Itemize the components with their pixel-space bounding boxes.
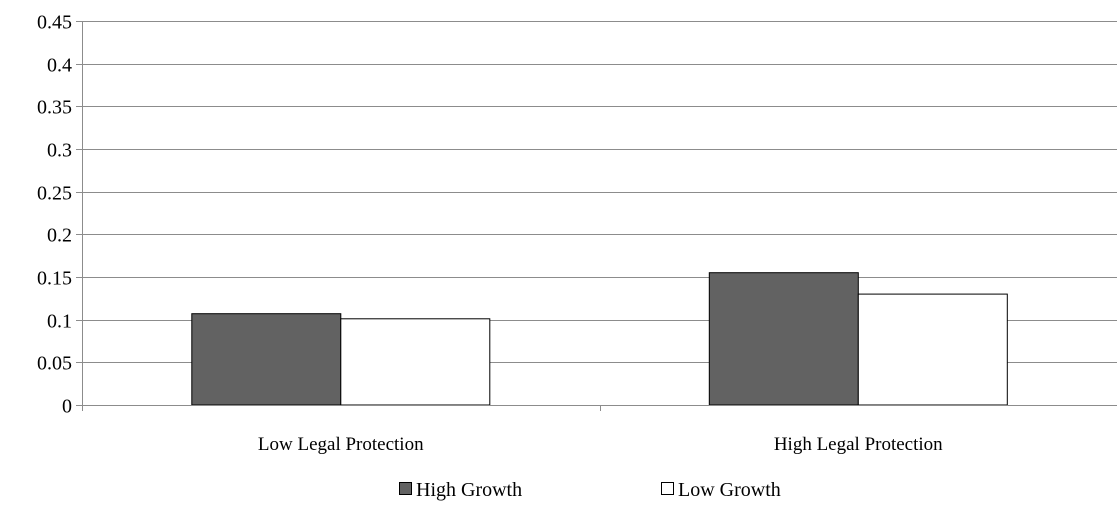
y-tick-label: 0.3 <box>47 140 72 162</box>
y-tick-label: 0.45 <box>37 12 72 34</box>
legend-swatch <box>399 482 412 495</box>
legend-label: High Growth <box>416 479 522 501</box>
y-tick-label: 0 <box>62 396 72 418</box>
x-tick-labels: Low Legal Protection High Legal Protectio… <box>258 434 943 455</box>
bar-low-growth <box>857 293 1008 406</box>
y-tick-label: 0.1 <box>47 311 72 333</box>
bar-high-growth <box>708 272 859 406</box>
bars <box>191 272 1008 406</box>
y-tick-label: 0.05 <box>37 353 72 375</box>
x-tick-label: High Legal Protection <box>774 434 943 455</box>
y-tick-labels: 0 0.05 0.1 0.15 0.2 0.25 0.3 0.35 0.4 0.45 <box>37 12 72 418</box>
bar-high-growth <box>191 313 342 406</box>
legend-swatch <box>661 482 674 495</box>
axes <box>76 21 1117 411</box>
y-tick-label: 0.35 <box>37 97 72 119</box>
x-tick-label: Low Legal Protection <box>258 434 424 455</box>
y-tick-label: 0.4 <box>47 55 72 77</box>
y-tick-label: 0.25 <box>37 183 72 205</box>
legend: High Growth Low Growth <box>399 479 781 501</box>
y-tick-label: 0.15 <box>37 268 72 290</box>
legend-label: Low Growth <box>678 479 781 501</box>
bar-low-growth <box>340 318 491 406</box>
y-tick-label: 0.2 <box>47 225 72 247</box>
